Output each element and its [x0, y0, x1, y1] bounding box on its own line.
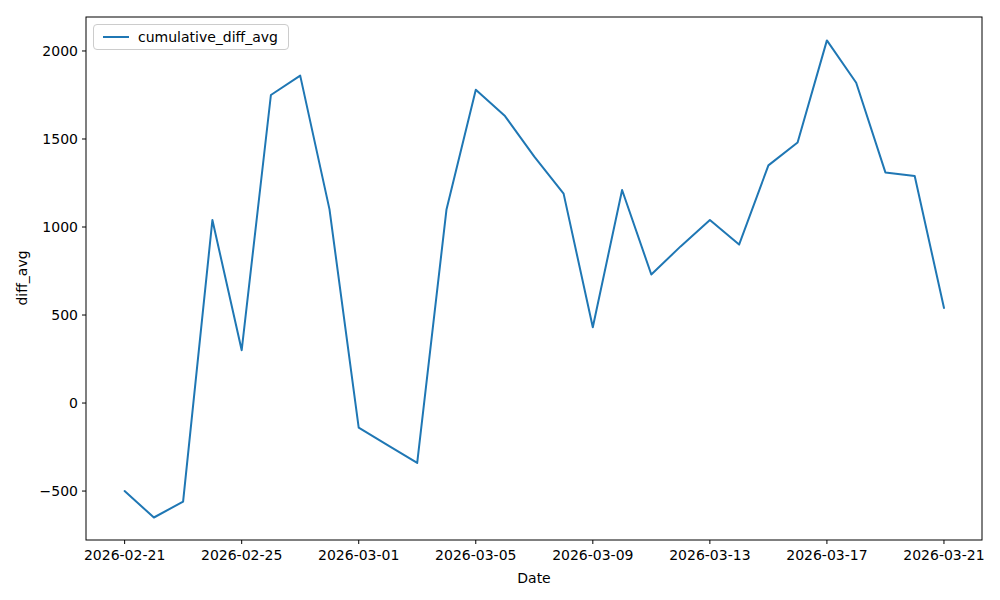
x-tick-label: 2026-03-13	[669, 547, 750, 563]
legend: cumulative_diff_avg	[93, 24, 289, 50]
y-axis-title: diff_avg	[14, 250, 30, 305]
legend-label: cumulative_diff_avg	[138, 30, 278, 45]
plot-area	[86, 17, 982, 540]
x-tick-label: 2026-03-21	[903, 547, 984, 563]
y-tick-label: −500	[40, 483, 78, 499]
x-tick-label: 2026-03-09	[552, 547, 633, 563]
line-chart: −500 0 500 1000 1500 2000 2026-02-21 2026-02-25…	[0, 0, 1000, 600]
figure: −500 0 500 1000 1500 2000 2026-02-21 2026-02-25…	[0, 0, 1000, 600]
y-tick-label: 0	[69, 395, 78, 411]
y-tick-label: 500	[51, 307, 78, 323]
x-tick-label: 2026-02-25	[201, 547, 282, 563]
x-tick-label: 2026-03-05	[435, 547, 516, 563]
x-tick-label: 2026-03-17	[786, 547, 867, 563]
line-series-cumulative-diff-avg	[125, 40, 944, 517]
legend-line-swatch	[103, 36, 129, 38]
y-tick-label: 1500	[42, 131, 78, 147]
y-tick-label: 1000	[42, 219, 78, 235]
x-tick-label: 2026-03-01	[318, 547, 399, 563]
y-tick-label: 2000	[42, 43, 78, 59]
x-tick-label: 2026-02-21	[84, 547, 165, 563]
x-axis-title: Date	[517, 570, 550, 586]
